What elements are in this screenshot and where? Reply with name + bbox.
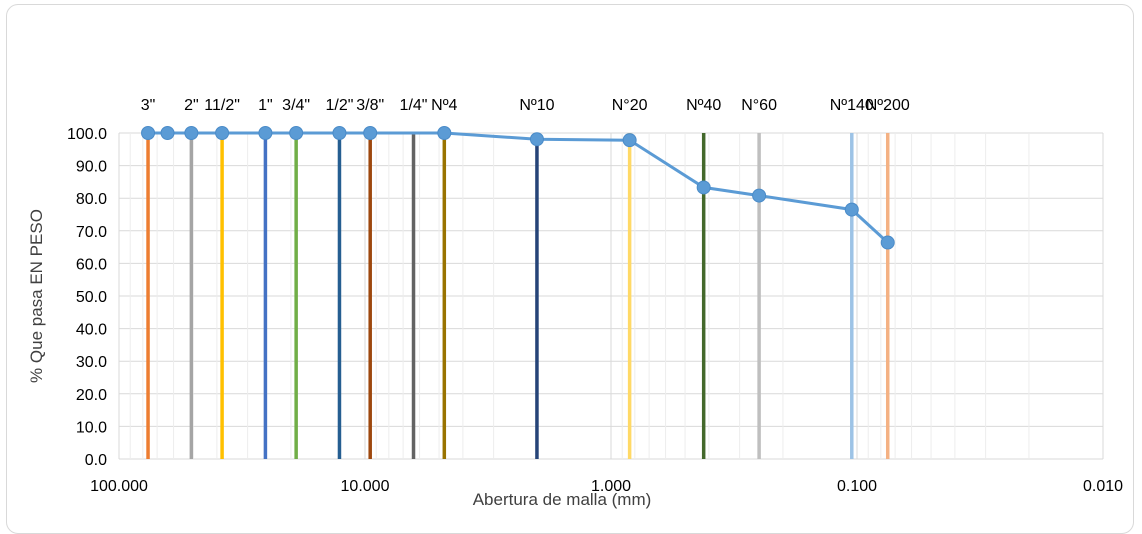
y-tick-label: 80.0 [76, 191, 107, 208]
y-tick-label: 10.0 [76, 419, 107, 436]
y-tick-label: 20.0 [76, 387, 107, 404]
y-tick-label: 70.0 [76, 224, 107, 241]
sieve-label: N°60 [741, 97, 777, 114]
data-point [753, 189, 766, 202]
x-tick-label: 0.100 [837, 478, 877, 495]
data-point [216, 127, 229, 140]
sieve-label: 3/8" [356, 97, 384, 114]
y-tick-label: 90.0 [76, 159, 107, 176]
chart-svg: 0.0 10.0 20.0 30.0 40.0 50.0 60.0 70.0 80.0 90.0 1… [0, 0, 1142, 515]
x-tick-label: 10.000 [341, 478, 390, 495]
data-point [881, 236, 894, 249]
sieve-label: 1" [258, 97, 273, 114]
sieve-label: 2" [184, 97, 199, 114]
y-tick-label: 0.0 [85, 452, 107, 469]
data-point [142, 127, 155, 140]
data-point [185, 127, 198, 140]
y-tick-label: 100.0 [67, 126, 107, 143]
y-tick-label: 50.0 [76, 289, 107, 306]
sieve-label: Nº200 [866, 97, 910, 114]
sieve-label: Nº4 [431, 97, 457, 114]
series-line [148, 133, 888, 243]
data-point [364, 127, 377, 140]
sieve-label: N°20 [612, 97, 648, 114]
x-tick-label: 0.010 [1083, 478, 1123, 495]
data-point [438, 127, 451, 140]
sieve-label: 3/4" [282, 97, 310, 114]
sieve-label: Nº10 [519, 97, 554, 114]
data-point [333, 127, 346, 140]
x-tick-label: 100.000 [90, 478, 148, 495]
sieve-label: 1/2" [326, 97, 354, 114]
data-point [845, 203, 858, 216]
y-tick-label: 60.0 [76, 256, 107, 273]
x-axis-title: Abertura de malla (mm) [473, 490, 652, 509]
data-point [259, 127, 272, 140]
data-point [161, 127, 174, 140]
data-point [623, 134, 636, 147]
data-point [697, 181, 710, 194]
y-tick-label: 40.0 [76, 322, 107, 339]
sieve-label: Nº40 [686, 97, 721, 114]
sieve-label: 3" [141, 97, 156, 114]
sieve-label: 1/4" [400, 97, 428, 114]
y-tick-label: 30.0 [76, 354, 107, 371]
data-point [290, 127, 303, 140]
data-point [530, 133, 543, 146]
y-axis-title: % Que pasa EN PESO [27, 209, 46, 383]
sieve-label: 11/2" [204, 97, 240, 114]
